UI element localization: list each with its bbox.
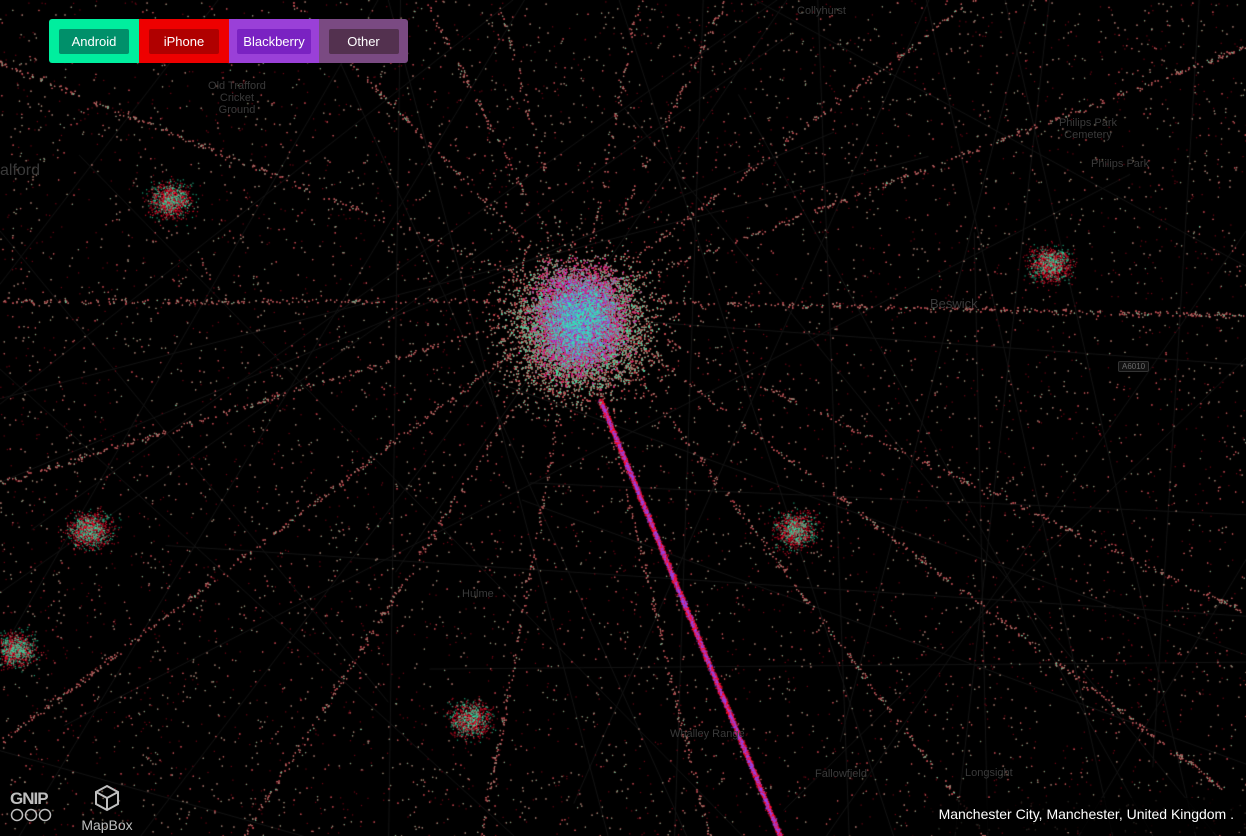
blackberry-filter-button[interactable]: Blackberry: [237, 28, 311, 54]
road-badge-a6010: A6010: [1118, 361, 1150, 372]
device-legend: Android iPhone Blackberry Other: [49, 19, 408, 63]
legend-segment-blackberry: Blackberry: [229, 19, 319, 63]
legend-segment-android: Android: [49, 19, 139, 63]
map-label-salford: alford: [0, 162, 41, 179]
location-caption: Manchester City, Manchester, United King…: [928, 798, 1246, 832]
gnip-wordmark: GNIP: [10, 789, 49, 808]
map-label-whalley: Whalley Range: [670, 728, 745, 740]
mapbox-logo[interactable]: MapBox: [77, 784, 137, 833]
map-label-hulme: Hulme: [462, 588, 494, 600]
android-filter-button[interactable]: Android: [59, 28, 129, 54]
mapbox-wordmark: MapBox: [81, 817, 133, 833]
map-label-philips-park-cemetery: Philips Park Cemetery: [1058, 117, 1118, 141]
gnip-rings-icon: [10, 808, 52, 822]
other-filter-button[interactable]: Other: [328, 28, 399, 54]
iphone-filter-button[interactable]: iPhone: [149, 28, 219, 54]
legend-segment-iphone: iPhone: [139, 19, 229, 63]
map-label-philips-park: Philips Park: [1091, 158, 1150, 170]
mapbox-cube-icon: [95, 784, 119, 812]
map-label-longsight: Longsight: [965, 767, 1013, 779]
gnip-logo[interactable]: GNIP: [10, 790, 58, 824]
map-label-collyhurst: Collyhurst: [797, 5, 846, 17]
map-label-beswick: Beswick: [930, 296, 978, 311]
map-label-fallowfield: Fallowfield: [815, 768, 867, 780]
map-label-cricket-ground: Old Trafford Cricket Ground: [208, 80, 266, 116]
legend-segment-other: Other: [319, 19, 408, 63]
